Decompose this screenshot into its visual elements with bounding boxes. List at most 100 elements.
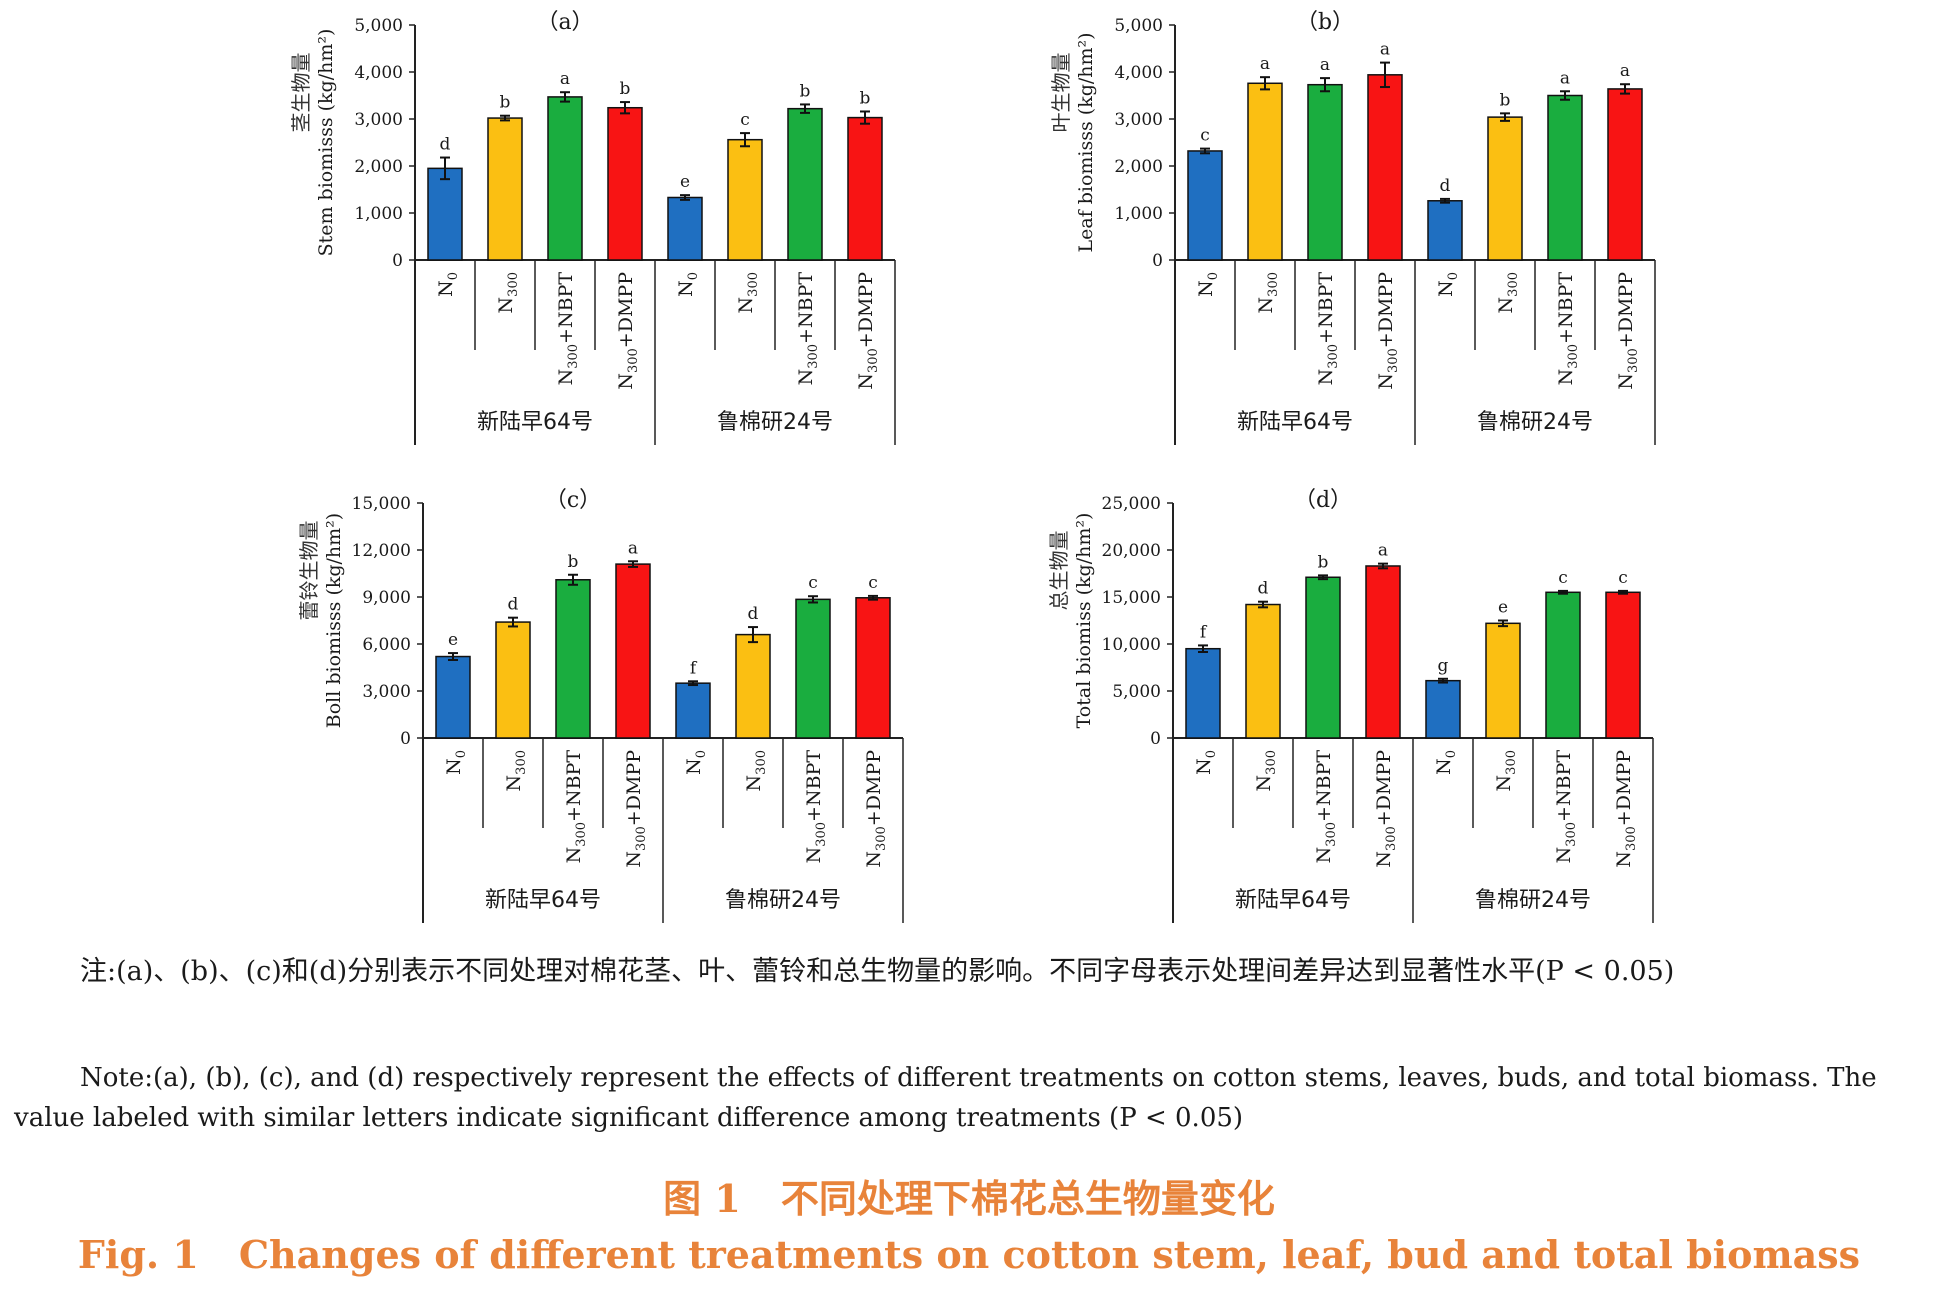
y-axis-label-zh: 总生物量 [1047, 531, 1071, 611]
significance-letter: e [448, 630, 458, 650]
significance-letter: d [508, 595, 519, 615]
significance-letter: c [740, 110, 750, 130]
bar [735, 633, 771, 739]
chart-panel-1: 0 1,000 2,000 3,000 4,000 5,000 （a） 茎生物量 Stem bi… [289, 10, 896, 445]
significance-letter: a [560, 69, 570, 89]
significance-letter: d [440, 135, 451, 155]
y-tick-label: 4,000 [1114, 63, 1163, 83]
chart-panel-4: 0 5,000 10,000 15,000 20,000 25,000 （d） 总生物量 Tot… [1047, 488, 1654, 923]
bar [1425, 679, 1461, 739]
category-label: N300+NBPT [1315, 272, 1341, 386]
significance-letter: c [1618, 568, 1628, 588]
bar [555, 579, 591, 739]
bar [1185, 647, 1221, 739]
group-label: 鲁棉研24号 [725, 888, 841, 913]
bar [615, 563, 651, 739]
y-axis-label-zh: 蕾铃生物量 [297, 521, 321, 621]
significance-letter: b [568, 552, 579, 572]
significance-letter: b [860, 88, 871, 108]
category-label: N0 [1193, 750, 1219, 775]
caption-zh-number: 图 1 [663, 1176, 741, 1221]
category-label: N300+DMPP [1613, 750, 1639, 868]
category-label: N300+NBPT [1555, 272, 1581, 386]
significance-letter: d [1440, 176, 1451, 196]
y-tick-label: 2,000 [354, 157, 403, 177]
y-tick-label: 1,000 [1114, 204, 1163, 224]
significance-letter: c [1200, 126, 1210, 146]
bar [547, 96, 583, 261]
significance-letter: e [680, 172, 690, 192]
category-label: N300 [1255, 272, 1281, 313]
category-label: N300 [1253, 750, 1279, 791]
category-label: N300+DMPP [855, 272, 881, 390]
bar [1247, 82, 1283, 261]
category-label: N300+NBPT [1553, 750, 1579, 864]
bar [1547, 94, 1583, 261]
caption-chinese: 图 1 不同处理下棉花总生物量变化 [0, 1168, 1938, 1223]
significance-letter: b [500, 93, 511, 113]
caption-zh-text: 不同处理下棉花总生物量变化 [780, 1176, 1275, 1221]
y-tick-label: 0 [392, 251, 403, 271]
bar [1605, 591, 1641, 739]
bar [795, 598, 831, 739]
caption-en-text: Changes of different treatments on cotto… [238, 1232, 1861, 1277]
category-label: N300 [735, 272, 761, 313]
caption-english: Fig. 1 Changes of different treatments on… [0, 1232, 1938, 1277]
group-label: 新陆早64号 [485, 888, 601, 913]
category-label: N300+NBPT [563, 750, 589, 864]
y-tick-label: 9,000 [362, 588, 411, 608]
group-label: 鲁棉研24号 [1477, 410, 1593, 435]
chart-title: （b） [1296, 10, 1354, 35]
category-label: N300 [1495, 272, 1521, 313]
category-label: N300+DMPP [1375, 272, 1401, 390]
category-label: N300+DMPP [1615, 272, 1641, 390]
bar [1367, 74, 1403, 261]
y-tick-label: 4,000 [354, 63, 403, 83]
y-tick-label: 1,000 [354, 204, 403, 224]
category-label: N300+DMPP [863, 750, 889, 868]
y-axis-label-en: Total biomiss (kg/hm²) [1073, 513, 1095, 729]
y-axis-label-zh: 叶生物量 [1049, 53, 1073, 133]
y-tick-label: 12,000 [352, 541, 411, 561]
y-tick-label: 0 [400, 729, 411, 749]
bar [675, 682, 711, 739]
y-tick-label: 3,000 [354, 110, 403, 130]
y-tick-label: 0 [1152, 251, 1163, 271]
y-axis-label-en: Stem biomisss (kg/hm²) [315, 29, 337, 257]
significance-letter: b [1318, 552, 1329, 572]
significance-letter: b [800, 81, 811, 101]
significance-letter: d [1258, 579, 1269, 599]
category-label: N300+NBPT [1313, 750, 1339, 864]
category-label: N300+DMPP [623, 750, 649, 868]
category-label: N0 [1435, 272, 1461, 297]
bar [847, 116, 883, 261]
bar [1545, 591, 1581, 739]
category-label: N300 [743, 750, 769, 791]
bar [787, 107, 823, 261]
bar [855, 597, 891, 739]
bar [1245, 603, 1281, 739]
bar [435, 655, 471, 739]
category-label: N300+DMPP [615, 272, 641, 390]
category-label: N0 [1195, 272, 1221, 297]
bar [1607, 88, 1643, 261]
y-tick-label: 25,000 [1102, 494, 1161, 514]
y-tick-label: 6,000 [362, 635, 411, 655]
chart-title: （a） [536, 10, 593, 35]
y-tick-label: 0 [1150, 729, 1161, 749]
significance-letter: e [1498, 598, 1508, 618]
category-label: N0 [683, 750, 709, 775]
category-label: N300 [1493, 750, 1519, 791]
significance-letter: a [1380, 40, 1390, 60]
bar [1485, 622, 1521, 739]
category-label: N0 [675, 272, 701, 297]
significance-letter: b [620, 79, 631, 99]
note-english: Note:(a), (b), (c), and (d) respectively… [14, 1063, 1877, 1133]
chart-figure: 0 1,000 2,000 3,000 4,000 5,000 （a） 茎生物量 Stem bi… [289, 10, 1656, 923]
bar [607, 106, 643, 261]
chart-title: （c） [545, 488, 601, 513]
y-tick-label: 2,000 [1114, 157, 1163, 177]
significance-letter: a [1320, 55, 1330, 75]
bar [1365, 565, 1401, 739]
significance-letter: a [1560, 68, 1570, 88]
